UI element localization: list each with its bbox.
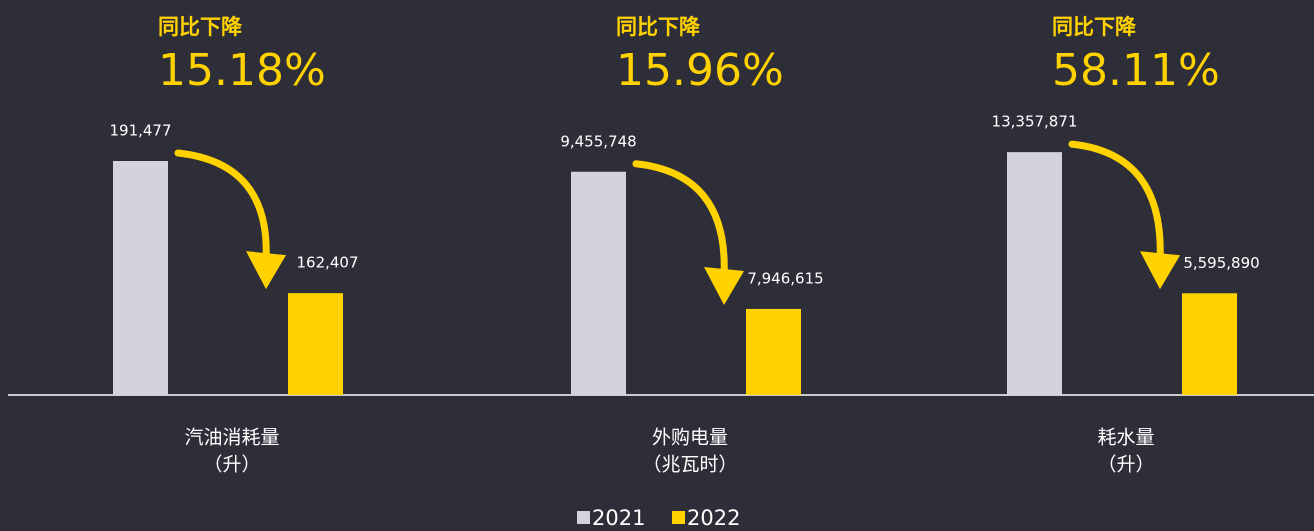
- value-label: 162,407: [296, 254, 358, 272]
- arrow: [632, 160, 728, 281]
- arrow-head: [246, 251, 286, 290]
- subtitle: 同比下降: [616, 15, 701, 39]
- arrow: [174, 149, 270, 265]
- bar: [571, 171, 626, 395]
- legend-label: 2022: [687, 506, 740, 530]
- value-label: 5,595,890: [1183, 254, 1259, 272]
- arrow-head: [1140, 251, 1180, 290]
- bar: [1007, 152, 1062, 395]
- subtitle: 同比下降: [158, 15, 243, 39]
- value-label: 7,946,615: [747, 269, 823, 287]
- legend-swatch: [672, 511, 685, 524]
- x-label: 耗水量: [1097, 427, 1154, 449]
- subtitle: 同比下降: [1052, 15, 1137, 39]
- legend-label: 2021: [592, 506, 645, 530]
- x-label: 外购电量: [652, 427, 728, 449]
- value-label: 13,357,871: [992, 113, 1078, 131]
- bar: [746, 308, 801, 395]
- value-label: 9,455,748: [560, 132, 636, 150]
- bar: [288, 293, 343, 395]
- x-label: （兆瓦时）: [642, 454, 737, 476]
- x-label: （升）: [203, 454, 260, 476]
- x-label: 汽油消耗量: [184, 427, 279, 449]
- legend-swatch: [577, 511, 590, 524]
- title: 15.96%: [616, 45, 784, 96]
- arrow-head: [704, 266, 744, 305]
- bar: [113, 161, 168, 395]
- value-label: 191,477: [109, 122, 171, 140]
- bar: [1182, 293, 1237, 395]
- arrow: [1068, 140, 1164, 265]
- title: 15.18%: [158, 45, 326, 96]
- x-label: （升）: [1097, 454, 1154, 476]
- title: 58.11%: [1052, 45, 1220, 96]
